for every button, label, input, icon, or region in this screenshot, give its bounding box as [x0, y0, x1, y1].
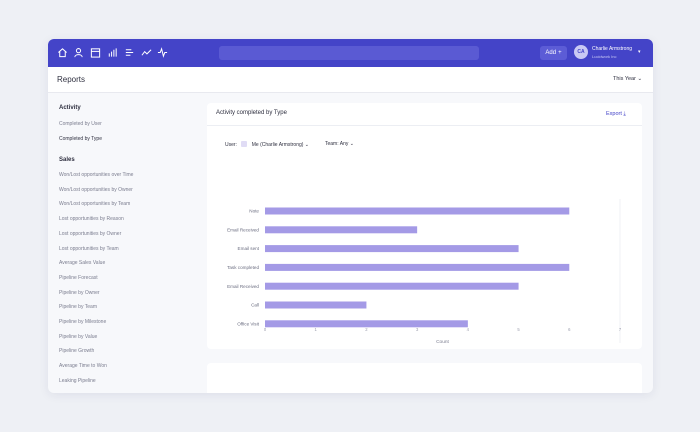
chart-category-label: Call: [251, 303, 259, 308]
sidebar-item[interactable]: Lost opportunities by Reason: [59, 216, 124, 223]
chart-bar: [265, 226, 418, 234]
plus-icon: +: [558, 50, 562, 56]
top-navigation-bar: Add + CA Charlie Armstrong Lucidwork Inc…: [48, 39, 653, 67]
export-button[interactable]: Export ⤓: [606, 111, 626, 117]
user-name[interactable]: Charlie Armstrong: [592, 46, 633, 52]
sidebar-item[interactable]: Won/Lost opportunities by Owner: [59, 186, 133, 193]
list-icon[interactable]: [124, 47, 135, 58]
chart-tick-label: 0: [264, 327, 267, 332]
search-input[interactable]: [219, 46, 479, 60]
chart-tick-label: 2: [365, 327, 368, 332]
chart-category-label: Task completed: [227, 265, 259, 270]
person-icon[interactable]: [73, 47, 84, 58]
sidebar-item[interactable]: Won/Lost opportunities over Time: [59, 172, 134, 178]
user-filter-label: User:: [225, 142, 237, 148]
sidebar-heading-sales: Sales: [59, 157, 75, 163]
chart-tick-label: 6: [568, 327, 571, 332]
sidebar-item[interactable]: Leaking Pipeline: [59, 377, 96, 384]
activity-bar-chart: Note Email Received Email sent Task complet…: [227, 199, 622, 345]
sidebar-item[interactable]: Average Time to Won: [59, 363, 107, 370]
chart-bar: [265, 320, 468, 328]
chart-bar: [265, 301, 367, 309]
chart-category-label: Email Received: [227, 227, 259, 232]
sidebar-item[interactable]: Pipeline by Owner: [59, 289, 100, 296]
team-filter[interactable]: Team: Any ⌄: [325, 141, 354, 147]
chart-category-label: Email Received: [227, 284, 259, 289]
chart-tick-label: 4: [467, 327, 470, 332]
page-title: Reports: [57, 75, 86, 84]
chart-bar: [265, 263, 570, 271]
sidebar-item[interactable]: Pipeline by Team: [59, 304, 97, 311]
sidebar-item[interactable]: Lost opportunities by Team: [59, 245, 119, 252]
chart-tick-label: 1: [315, 327, 318, 332]
user-filter[interactable]: User: Me (Charlie Armstrong) ⌄: [225, 141, 309, 148]
sidebar-item[interactable]: Pipeline Forecast: [59, 274, 98, 281]
sidebar-item[interactable]: Pipeline Growth: [59, 348, 95, 355]
user-company: Lucidwork Inc: [592, 54, 617, 59]
period-select[interactable]: This Year ⌄: [613, 76, 643, 82]
add-button-label: Add: [545, 50, 557, 56]
app-window: Add + CA Charlie Armstrong Lucidwork Inc…: [48, 39, 653, 393]
chart-x-axis-label: Count: [436, 339, 449, 345]
bar-chart-icon[interactable]: [107, 47, 118, 58]
chart-tick-label: 7: [619, 327, 622, 332]
report-card: Activity completed by Type Export ⤓ User…: [207, 103, 642, 349]
page-header: Reports This Year ⌄: [48, 67, 653, 93]
secondary-card: [207, 363, 642, 393]
avatar[interactable]: CA: [574, 45, 588, 59]
chart-bar: [265, 207, 570, 215]
sidebar-heading-activity: Activity: [59, 105, 81, 111]
card-divider: [207, 125, 642, 126]
trend-icon[interactable]: [141, 47, 152, 58]
sidebar-item[interactable]: Average Sales Value: [59, 260, 106, 267]
pulse-icon[interactable]: [157, 47, 168, 58]
team-filter-value: Any ⌄: [339, 141, 354, 147]
calendar-icon[interactable]: [90, 47, 101, 58]
user-color-swatch: [241, 141, 248, 147]
chevron-down-icon[interactable]: ▾: [638, 49, 641, 55]
chart-category-label: Note: [249, 209, 259, 214]
sidebar-item[interactable]: Pipeline by Milestone: [59, 319, 107, 325]
home-icon[interactable]: [57, 47, 68, 58]
chart-bar: [265, 282, 519, 290]
chart-category-label: Email sent: [238, 246, 260, 251]
chart-tick-label: 5: [517, 327, 520, 332]
team-filter-label: Team:: [325, 141, 339, 147]
sidebar-item[interactable]: Pipeline by Value: [59, 333, 98, 340]
add-button[interactable]: Add +: [540, 46, 567, 60]
sidebar-item-completed-by-type[interactable]: Completed by Type: [59, 136, 102, 142]
chart-tick-label: 3: [416, 327, 419, 332]
sidebar-item[interactable]: Lost opportunities by Owner: [59, 230, 122, 237]
chart-bar: [265, 245, 519, 253]
sidebar-item-completed-by-user[interactable]: Completed by User: [59, 121, 102, 127]
user-filter-value: Me (Charlie Armstrong) ⌄: [251, 142, 309, 148]
sidebar-item[interactable]: Won/Lost opportunities by Team: [59, 201, 131, 208]
card-title: Activity completed by Type: [216, 110, 287, 116]
chart-category-label: Office Visit: [237, 321, 260, 326]
